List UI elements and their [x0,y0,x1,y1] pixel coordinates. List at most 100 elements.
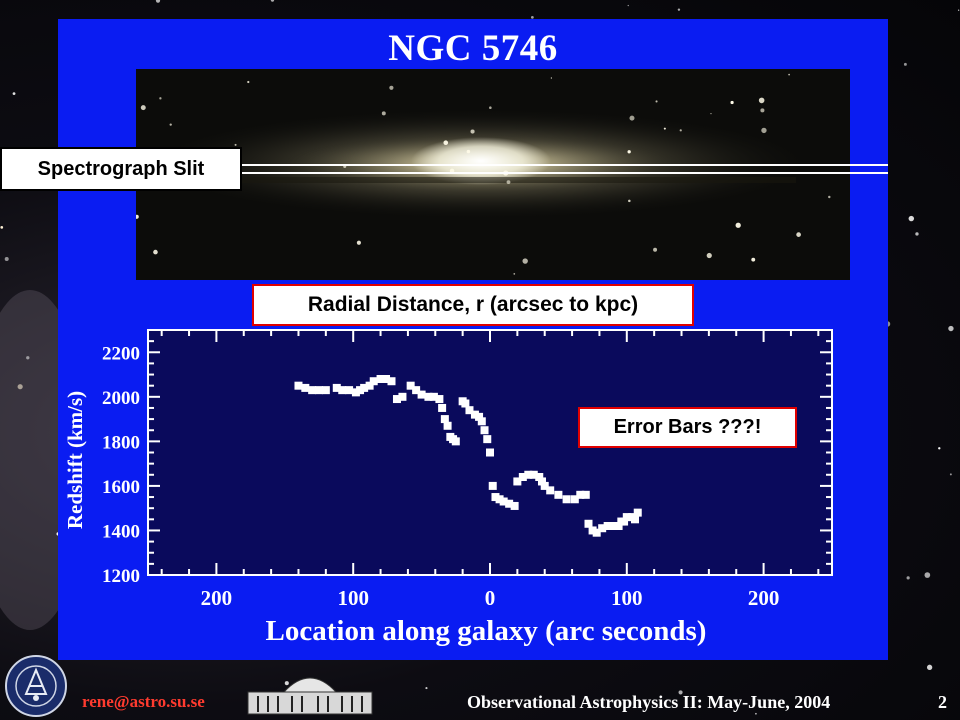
field-star [735,222,741,228]
field-star [788,73,790,76]
background-star [926,664,933,670]
background-star [17,384,23,390]
data-point [321,386,330,395]
field-star [356,240,361,245]
data-point [620,517,629,526]
data-point [376,375,385,383]
footer-course-title: Observational Astrophysics II: May-June,… [467,692,831,712]
data-point [529,470,538,479]
field-star [653,247,658,252]
field-star [169,123,172,126]
field-star [159,97,162,100]
spectrograph-slit-label: Spectrograph Slit [0,147,242,191]
data-point [392,395,401,404]
data-point [598,524,607,533]
data-point [345,386,354,395]
data-point [301,383,310,392]
redshift-chart: 1200 1400 1600 1800 2000 2200 200 100 0 100 200 Lo… [63,329,833,647]
data-point [429,392,438,401]
data-point [440,415,449,424]
data-point [562,495,571,504]
x-tick-label: 200 [201,586,233,610]
data-point [581,490,590,499]
data-point [387,377,396,386]
background-star [12,92,16,95]
field-star [628,199,631,203]
data-point [576,490,585,499]
y-tick-label: 1600 [102,477,140,498]
field-star [449,168,455,174]
field-star [706,252,712,259]
field-star [247,80,250,84]
galaxy-field-stars [136,73,831,275]
y-tick-label: 1200 [102,566,140,587]
data-point [537,477,546,486]
data-point [477,417,486,426]
field-star [466,149,471,154]
y-axis-label: Redshift (km/s) [63,391,87,529]
field-star [522,258,528,264]
data-point [424,392,433,401]
background-star [957,9,960,11]
data-point [614,522,623,530]
data-point [356,386,365,395]
data-point [486,448,494,457]
background-star [284,681,289,686]
field-star [627,150,631,154]
data-point [609,522,618,530]
data-point [443,421,452,430]
data-point [475,412,484,421]
data-point [406,381,415,390]
data-point [588,526,597,535]
data-point [495,495,504,504]
field-star [136,214,139,219]
field-star [489,106,492,109]
data-point [554,490,563,499]
footer-email-link[interactable]: rene@astro.su.se [82,692,205,711]
field-star [760,108,765,113]
data-point [592,528,601,537]
data-point [360,383,369,392]
data-point [535,473,544,481]
data-point [622,513,631,522]
data-point [633,508,642,517]
background-star [915,232,919,236]
background-star [908,215,915,222]
field-star [513,273,516,275]
background-star [270,0,275,2]
data-point [398,392,407,401]
field-star [629,115,635,121]
university-seal-logo [5,655,67,717]
data-point [499,497,508,506]
field-star [234,143,237,146]
data-point [308,386,317,395]
data-point [315,386,323,395]
data-point [510,501,519,510]
data-point [546,486,555,495]
data-point [382,375,391,383]
background-star [26,356,30,360]
footer-page-number: 2 [938,692,947,712]
data-point [451,437,460,446]
data-point [488,481,497,490]
galaxy-image [136,69,850,280]
background-star [924,572,931,578]
data-point [461,399,470,408]
data-point [540,481,549,490]
slit-line-bottom [241,172,888,174]
galaxy-image-graphic [136,73,831,275]
data-point [470,410,479,419]
x-tick-label: 100 [611,586,643,610]
field-star [730,100,734,105]
field-star [550,77,552,79]
background-star [906,576,910,580]
background-star [4,257,9,262]
radial-distance-label: Radial Distance, r (arcsec to kpc) [252,284,694,326]
data-point [524,470,533,479]
data-point [435,395,444,404]
data-point [465,406,474,415]
data-point [570,495,579,504]
field-star [506,180,511,184]
data-point [505,499,514,508]
background-star [755,712,757,715]
